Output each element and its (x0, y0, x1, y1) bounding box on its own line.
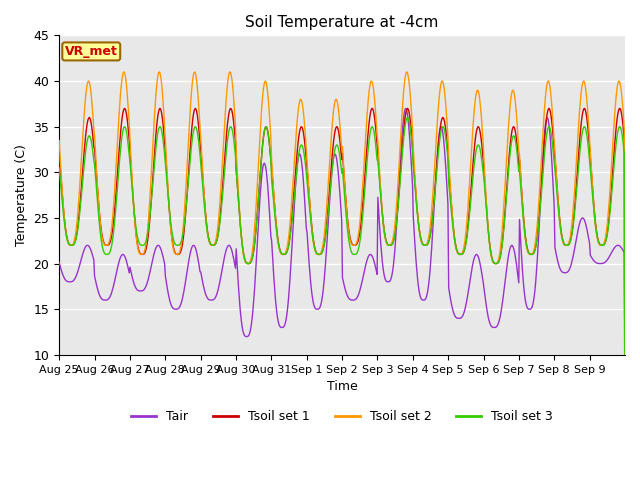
Title: Soil Temperature at -4cm: Soil Temperature at -4cm (245, 15, 439, 30)
Text: VR_met: VR_met (65, 45, 118, 58)
X-axis label: Time: Time (326, 380, 358, 393)
Y-axis label: Temperature (C): Temperature (C) (15, 144, 28, 246)
Legend: Tair, Tsoil set 1, Tsoil set 2, Tsoil set 3: Tair, Tsoil set 1, Tsoil set 2, Tsoil se… (126, 406, 558, 429)
